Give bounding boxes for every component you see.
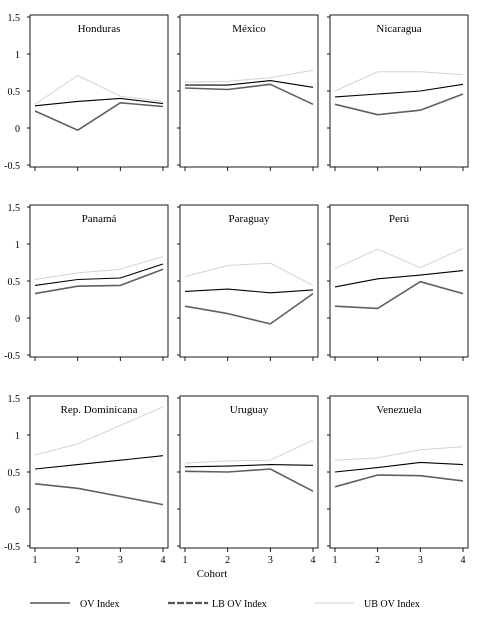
series-line-ub-ov-index <box>184 262 314 286</box>
series-line-lb-ov-index <box>184 83 314 106</box>
x-tick-label: 2 <box>225 555 230 566</box>
x-axis-label: Cohort <box>197 568 228 580</box>
panel-title: Venezuela <box>376 404 421 416</box>
y-tick-label: 0.5 <box>8 87 21 98</box>
legend-label: OV Index <box>80 599 120 610</box>
panel-frame <box>29 204 169 358</box>
series-line-ov-index <box>184 464 314 468</box>
y-tick-label: 0 <box>15 314 20 325</box>
panel-venezuela: 1 2 3 4 Venezuela <box>327 395 469 566</box>
legend-item-ov-index: OV Index <box>30 599 120 610</box>
panel-nicaragua: Nicaragua <box>327 14 469 171</box>
series-line-lb-ov-index <box>34 268 164 295</box>
series-line-ov-index <box>34 455 164 470</box>
panel-title: Uruguay <box>230 404 269 416</box>
panel-grid: 1.5 1 0.5 0 -0.5 Honduras México Nicaragua 1.5 1 0… <box>4 13 469 566</box>
y-tick-label: 0 <box>15 505 20 516</box>
x-tick-label: 3 <box>268 555 273 566</box>
series-line-ub-ov-index <box>184 69 314 83</box>
series-line-lb-ov-index <box>334 474 464 488</box>
y-tick-label: 1.5 <box>8 394 21 405</box>
series-line-ov-index <box>184 288 314 294</box>
x-tick-label: 1 <box>333 555 338 566</box>
legend-label: UB OV Index <box>364 599 420 610</box>
x-tick-label: 2 <box>375 555 380 566</box>
panel-frame <box>29 395 169 549</box>
y-tick-label: -0.5 <box>4 161 20 172</box>
series-line-ub-ov-index <box>334 71 464 92</box>
series-line-lb-ov-index <box>334 93 464 116</box>
panel-title: Paraguay <box>229 213 270 225</box>
panel-frame <box>179 14 319 168</box>
panel-title: México <box>232 23 266 35</box>
panel-honduras: 1.5 1 0.5 0 -0.5 Honduras <box>4 13 169 172</box>
series-line-ov-index <box>34 263 164 286</box>
series-line-ub-ov-index <box>34 75 164 105</box>
x-tick-label: 1 <box>33 555 38 566</box>
panel-panama: 1.5 1 0.5 0 -0.5 Panamá <box>4 203 169 362</box>
panel-paraguay: Paraguay <box>177 204 319 361</box>
series-line-lb-ov-index <box>34 483 164 506</box>
x-tick-label: 2 <box>75 555 80 566</box>
panel-title: Honduras <box>78 23 121 35</box>
y-tick-label: 1 <box>15 50 20 61</box>
series-line-lb-ov-index <box>34 102 164 131</box>
series-line-ov-index <box>34 97 164 107</box>
x-tick-label: 3 <box>118 555 123 566</box>
series-line-lb-ov-index <box>184 468 314 492</box>
panel-frame <box>329 395 469 549</box>
series-line-ov-index <box>334 461 464 473</box>
series-line-ov-index <box>185 80 314 88</box>
series-line-lb-ov-index <box>184 292 314 325</box>
x-tick-label: 1 <box>183 555 188 566</box>
series-line-ov-index <box>334 270 464 288</box>
y-tick-label: 1.5 <box>8 13 21 24</box>
legend: OV Index LB OV Index UB OV Index <box>30 599 420 610</box>
panel-mexico: México <box>177 14 319 171</box>
series-line-ov-index <box>334 83 464 98</box>
series-line-lb-ov-index <box>334 280 464 310</box>
panel-frame <box>179 204 319 358</box>
series-line-ub-ov-index <box>334 247 464 269</box>
y-tick-label: 0.5 <box>8 468 21 479</box>
legend-item-ub-ov-index: UB OV Index <box>314 599 420 610</box>
y-tick-label: 0.5 <box>8 277 21 288</box>
legend-item-lb-ov-index: LB OV Index <box>168 599 267 610</box>
x-tick-label: 4 <box>311 555 316 566</box>
panel-peru: Perú <box>327 204 469 361</box>
x-tick-label: 4 <box>161 555 166 566</box>
x-tick-label: 4 <box>461 555 466 566</box>
panel-title: Perú <box>389 213 410 225</box>
panel-uruguay: 1 2 3 4 Uruguay <box>177 395 319 566</box>
x-tick-label: 3 <box>418 555 423 566</box>
y-tick-label: 1 <box>15 431 20 442</box>
y-tick-label: 1.5 <box>8 203 21 214</box>
panel-frame <box>329 204 469 358</box>
y-tick-label: -0.5 <box>4 542 20 553</box>
series-line-ub-ov-index <box>334 446 464 461</box>
series-line-ub-ov-index <box>184 439 314 464</box>
y-tick-label: -0.5 <box>4 351 20 362</box>
series-line-ub-ov-index <box>34 256 164 280</box>
panel-title: Nicaragua <box>376 23 421 35</box>
y-tick-label: 1 <box>15 240 20 251</box>
legend-label: LB OV Index <box>212 599 267 610</box>
panel-frame <box>29 14 169 168</box>
panel-frame <box>329 14 469 168</box>
panel-title: Rep. Dominicana <box>61 404 138 416</box>
panel-title: Panamá <box>82 213 117 225</box>
series-line-ub-ov-index <box>34 406 164 456</box>
panel-rep-dominicana: 1.5 1 0.5 0 -0.5 1 2 3 4 Rep. Dominicana <box>4 394 169 566</box>
y-tick-label: 0 <box>15 124 20 135</box>
